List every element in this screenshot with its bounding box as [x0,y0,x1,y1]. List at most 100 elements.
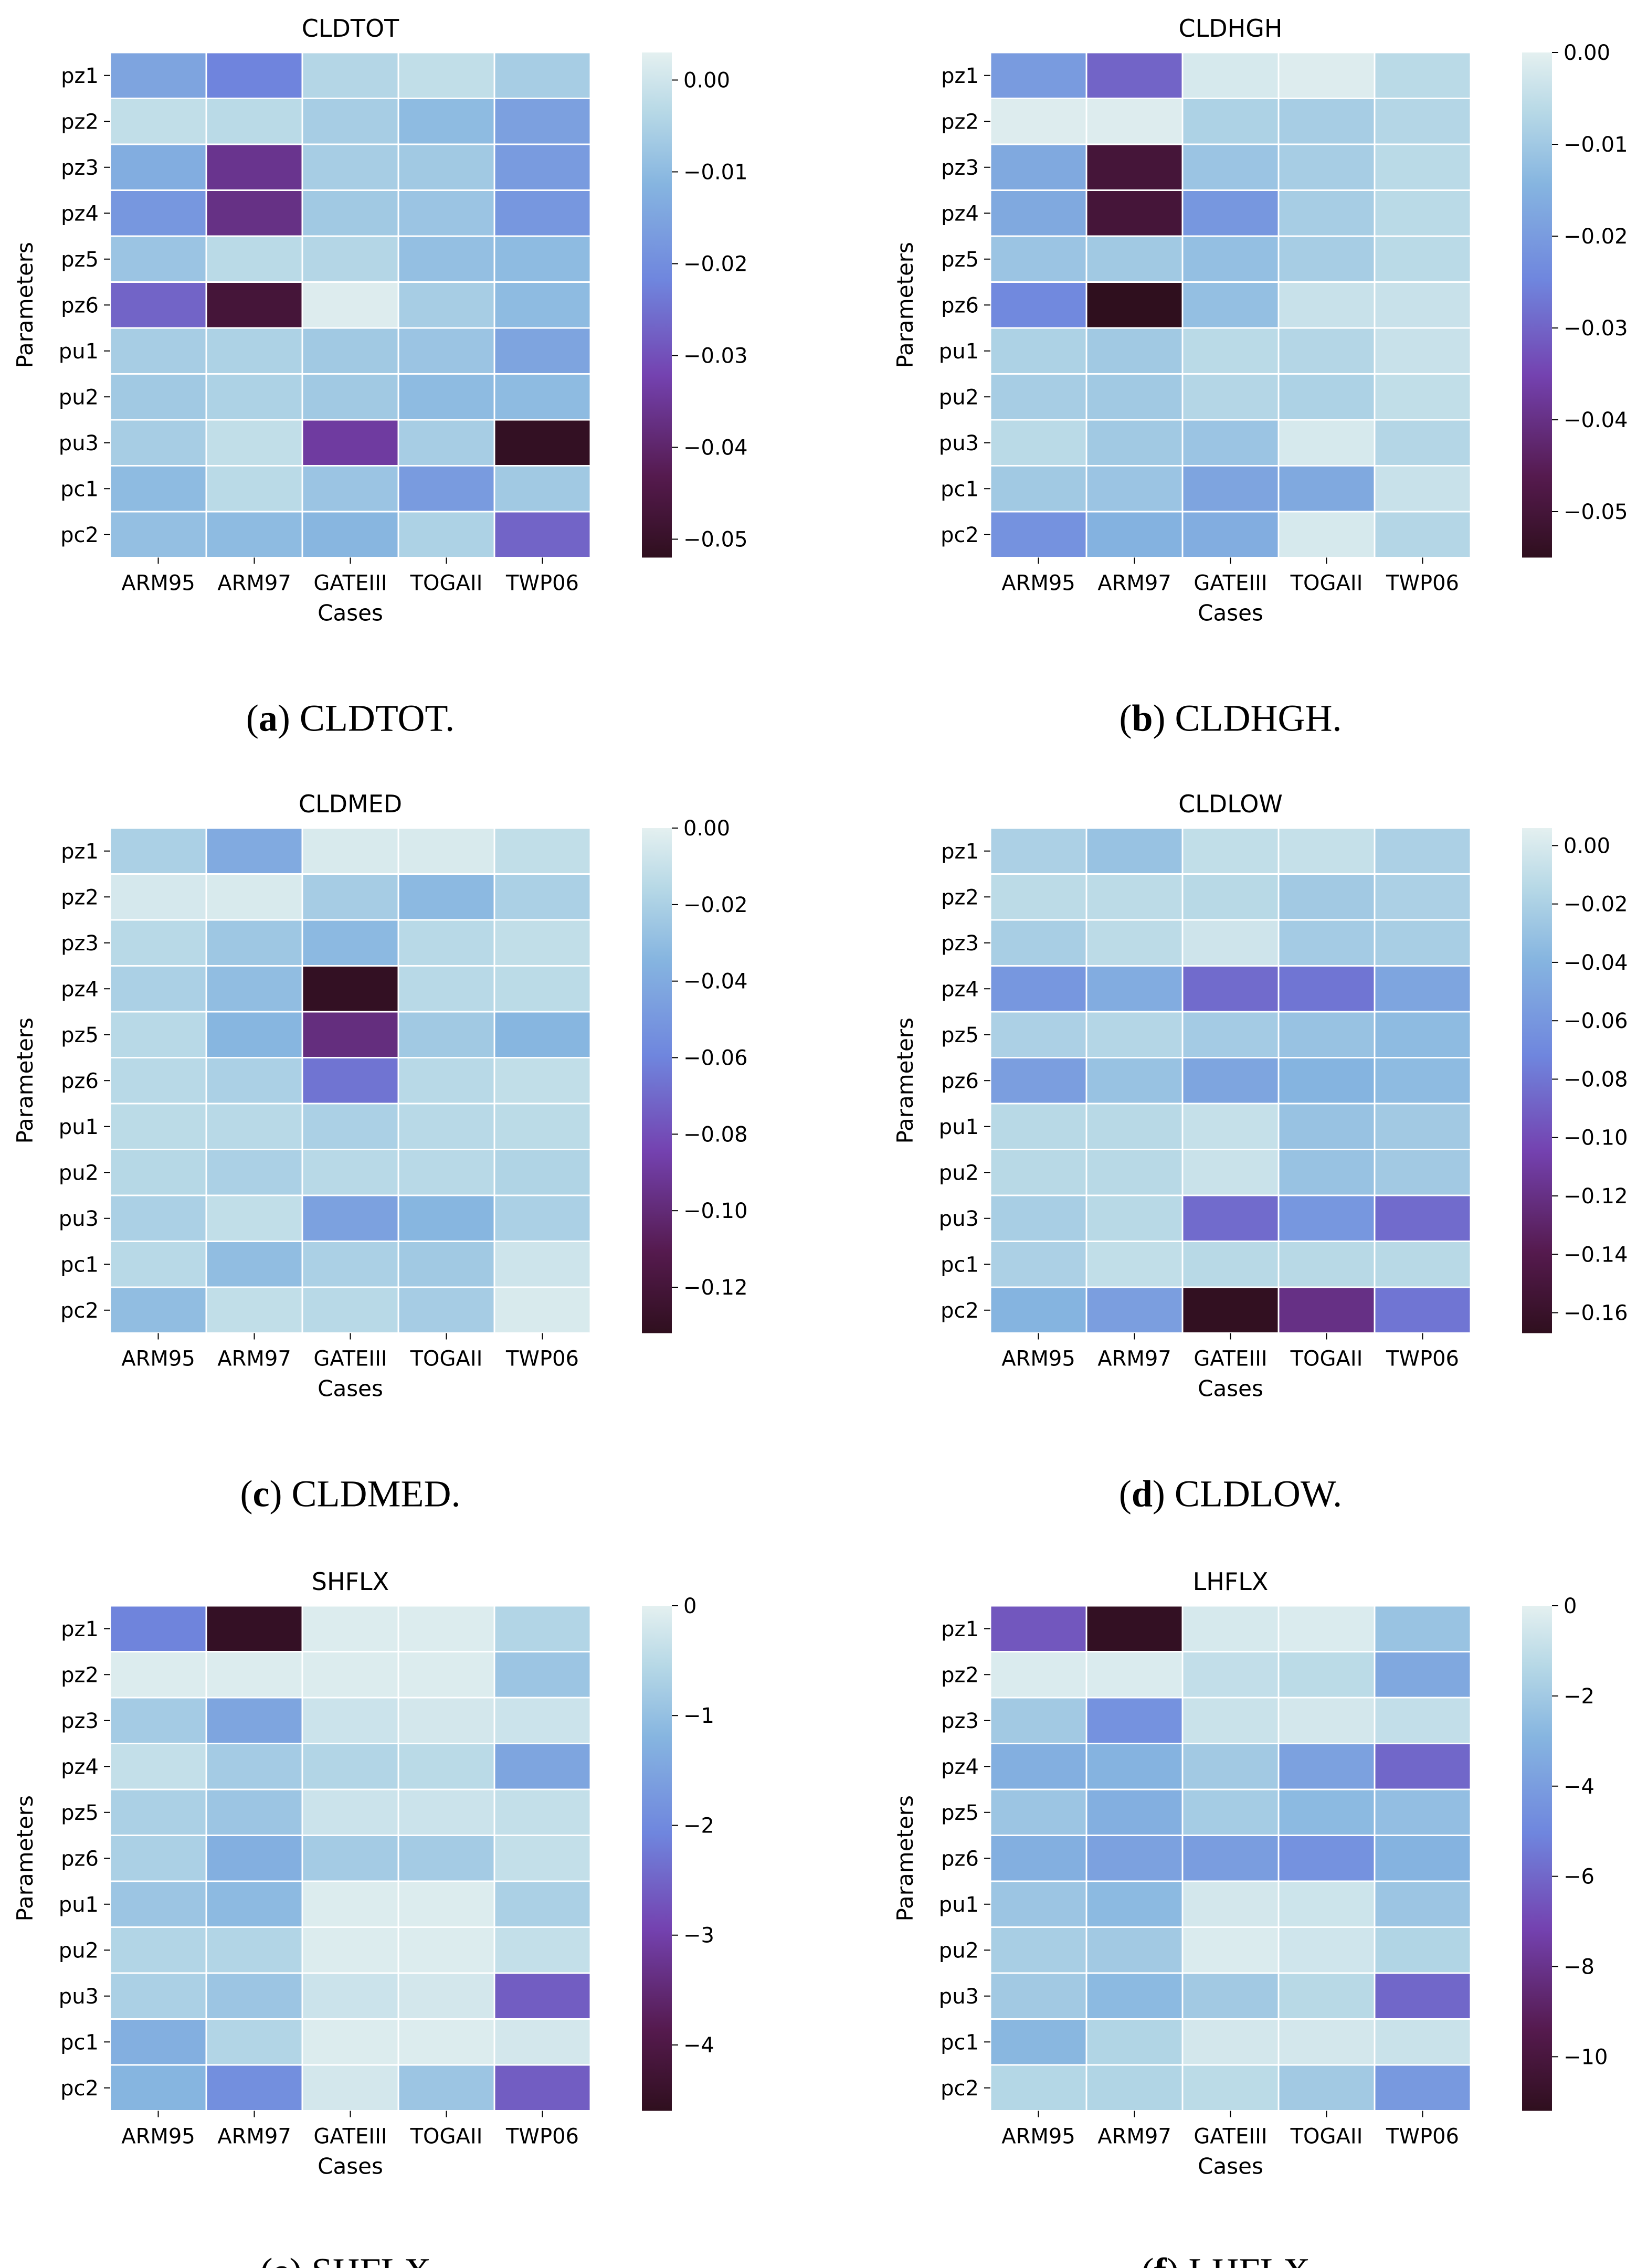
y-axis-label: Parameters [12,242,38,368]
colorbar-tick-label: 0.00 [683,817,730,841]
heatmap-cell [1085,1972,1184,2020]
heatmap-cell [397,373,495,421]
heatmap-cell [989,465,1087,513]
colorbar-tick-label: −0.06 [1564,1009,1628,1033]
heatmap-cell [397,873,495,921]
heatmap-cell [1374,1788,1472,1836]
heatmap-cell [1181,2064,1280,2112]
heatmap-cell [1374,98,1472,145]
x-tick-label: GATEIII [1194,571,1267,596]
heatmap-cell [397,965,495,1013]
heatmap-cell [205,98,303,145]
y-tick-label: pc1 [941,2030,979,2054]
heatmap-cell [205,919,303,967]
heatmap-cell [1085,465,1184,513]
heatmap-cell [1181,827,1280,875]
heatmap-cell [989,1880,1087,1928]
heatmap-cell [1374,1011,1472,1058]
heatmap-cell [301,873,399,921]
y-tick-label: pu1 [59,1893,99,1917]
y-tick-label: pz1 [61,840,99,864]
heatmap-cell [1181,235,1280,283]
heatmap-cell [1085,965,1184,1013]
y-tick-label: pu3 [59,1207,99,1231]
heatmap-cell [109,143,207,191]
heatmap-cell [397,1835,495,1882]
heatmap-cell [989,511,1087,558]
chart-title: CLDMED [299,790,402,818]
heatmap-cell [397,1286,495,1334]
heatmap-cell [397,1651,495,1699]
heatmap-cell [989,1103,1087,1150]
y-tick-label: pz2 [61,110,99,134]
heatmap-cell [301,1057,399,1105]
heatmap-cell [205,2064,303,2112]
colorbar-tick-label: −0.04 [1564,408,1628,432]
caption-letter: e [272,2251,289,2268]
heatmap-cell [205,965,303,1013]
heatmap-cell [1181,1926,1280,1974]
heatmap-cell [1277,1605,1376,1652]
heatmap-cell [205,1011,303,1058]
heatmap-cell [1277,1651,1376,1699]
y-tick-label: pc1 [941,477,979,501]
x-tick-label: ARM97 [217,2125,291,2149]
heatmap-cell [1181,1880,1280,1928]
heatmap-cell [1277,373,1376,421]
heatmap-panel-cldlow: CLDLOW pz1 pz2 pz3 pz4 pz5 pz6 pu1 pu2 pu3 pc1 pc2 A… [892,790,1628,1515]
heatmap-cell [989,1605,1087,1652]
heatmap-cell [1085,1241,1184,1288]
figure-caption: (b) CLDHGH. [1119,697,1342,739]
heatmap-cell [989,1651,1087,1699]
heatmap-cell [493,1194,592,1242]
colorbar-tick-label: −0.01 [683,161,748,185]
colorbar [642,828,672,1333]
heatmap-cell [1277,235,1376,283]
heatmap-cell [1085,373,1184,421]
heatmap-cell [301,419,399,467]
x-tick-label: TOGAII [1290,2125,1363,2149]
y-tick-label: pu3 [939,1985,979,2009]
heatmap-cell [205,327,303,375]
chart-title: LHFLX [1193,1567,1269,1596]
heatmap-cell [1181,1651,1280,1699]
heatmap-cell [397,98,495,145]
y-tick-label: pc2 [941,1299,979,1323]
heatmap-cell [301,51,399,99]
heatmap-cell [989,1241,1087,1288]
heatmap-cell [397,189,495,237]
heatmap-cell [109,465,207,513]
y-tick-label: pz5 [61,1801,99,1825]
heatmap-cell [301,1835,399,1882]
heatmap-cell [1374,1972,1472,2020]
colorbar-tick-label: 0 [683,1594,696,1618]
heatmap-cell [493,235,592,283]
heatmap-cell [1085,1149,1184,1196]
y-tick-label: pz3 [61,931,99,956]
y-tick-label: pz1 [61,1617,99,1641]
caption-letter: a [259,697,278,739]
heatmap-cell [301,1103,399,1150]
y-tick-label: pz4 [61,1755,99,1779]
caption-letter: d [1132,1473,1153,1515]
heatmap-cell [397,1926,495,1974]
y-tick-label: pz1 [941,840,979,864]
heatmap-cell [1181,1149,1280,1196]
x-tick-label: TWP06 [1386,2125,1459,2149]
heatmap-cell [1277,281,1376,329]
heatmap-cell [1277,1103,1376,1150]
heatmap-cell [989,2064,1087,2112]
y-tick-label: pu1 [59,340,99,364]
colorbar-tick-label: −2 [683,1814,714,1838]
heatmap-cell [109,965,207,1013]
caption-text: CLDLOW. [1165,1473,1342,1515]
heatmap-cell [205,373,303,421]
y-tick-label: pz2 [61,885,99,909]
y-tick-label: pu3 [59,431,99,455]
y-tick-label: pz4 [941,1755,979,1779]
heatmap-cell [1181,873,1280,921]
heatmap-cell [301,1149,399,1196]
heatmap-cell [205,1103,303,1150]
x-tick-label: TOGAII [410,1347,483,1371]
